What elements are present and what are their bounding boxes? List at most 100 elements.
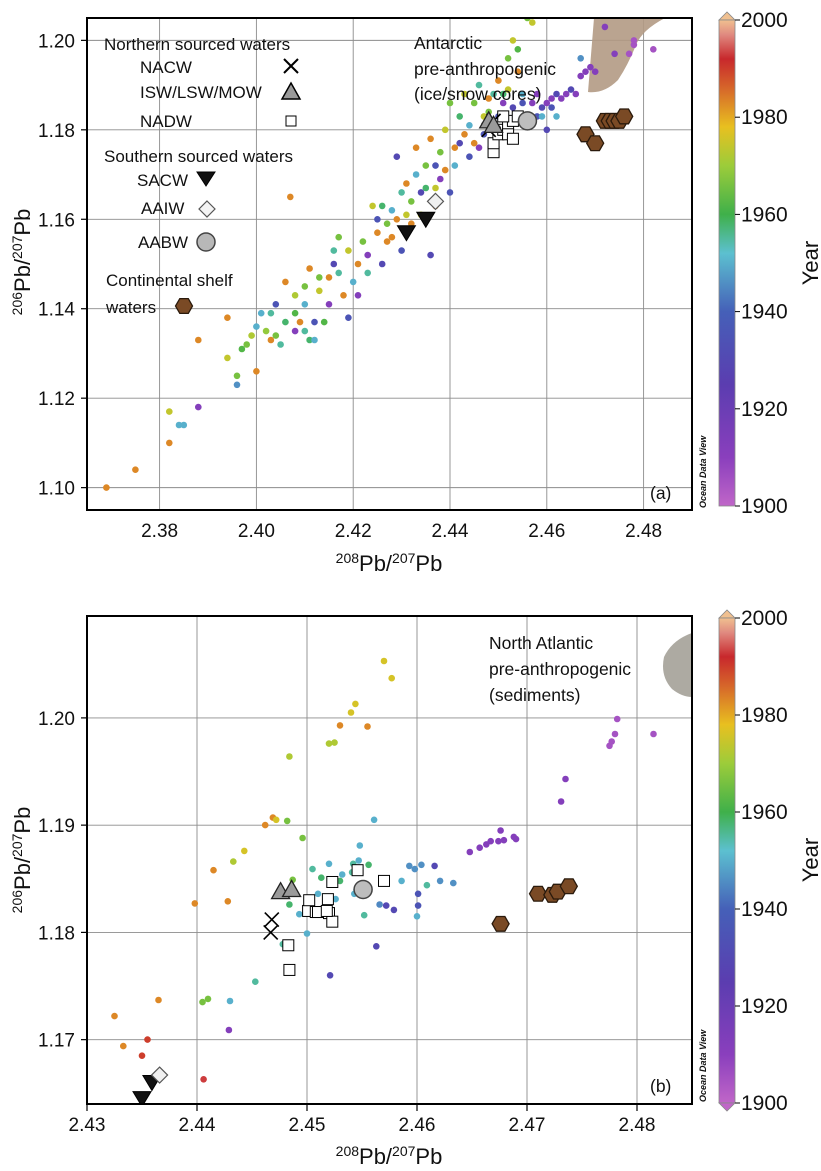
data-point <box>369 202 376 210</box>
data-point <box>364 723 371 730</box>
panel-a-water-mass-markers <box>396 108 634 242</box>
data-point <box>582 68 589 75</box>
y-tick-label: 1.18 <box>38 121 75 142</box>
antarctic-label-line2: pre-anthropogenic <box>414 59 556 79</box>
data-point <box>436 877 444 885</box>
data-point <box>376 901 383 908</box>
x-tick-label: 2.46 <box>528 521 565 542</box>
data-point <box>301 327 309 335</box>
data-point <box>504 55 512 62</box>
data-point <box>562 90 570 98</box>
marker-continental-shelf-waters <box>585 135 605 152</box>
marker-continental-shelf-waters <box>528 885 548 902</box>
legend-southern-title: Southern sourced waters <box>104 147 293 166</box>
marker-nadw <box>283 963 296 976</box>
x-tick-label: 2.38 <box>141 521 178 542</box>
data-point <box>277 341 284 348</box>
data-point <box>364 251 372 259</box>
data-point <box>301 283 309 290</box>
legend-label-nacw: NACW <box>140 58 192 77</box>
data-point <box>388 233 396 241</box>
data-point <box>166 408 173 415</box>
data-point <box>291 292 299 299</box>
panel-b-x-axis-label: 208Pb/207Pb <box>336 1143 443 1169</box>
data-point <box>548 104 555 111</box>
marker-continental-shelf-waters <box>491 915 510 932</box>
data-point <box>427 135 434 143</box>
panel-a: 2.38 2.40 2.42 2.44 2.46 2.48 1.10 1.12 1.14 1.16… <box>9 9 821 576</box>
colorbar-tick-label: 1980 <box>741 106 788 129</box>
data-point <box>370 816 378 824</box>
data-point <box>418 861 425 869</box>
data-point <box>272 816 280 824</box>
data-point <box>450 879 457 887</box>
data-point <box>487 837 495 845</box>
data-point <box>461 131 468 138</box>
data-point <box>495 837 502 845</box>
data-point <box>286 901 293 908</box>
data-point <box>403 211 410 219</box>
panel-b-ticks: 2.43 2.44 2.45 2.46 2.47 2.48 1.17 1.18 1.19 1.20 <box>38 709 655 1136</box>
marker-nadw <box>506 132 519 145</box>
x-tick-label: 2.44 <box>179 1115 216 1136</box>
data-point <box>144 1036 151 1043</box>
data-point <box>470 139 478 147</box>
data-point <box>306 336 313 344</box>
data-point <box>359 238 367 245</box>
legend-label-aabw: AABW <box>138 233 188 252</box>
data-point <box>301 301 309 308</box>
data-point <box>388 207 396 214</box>
panel-a-y-axis-label: 206Pb/207Pb <box>9 209 35 316</box>
panel-b-watermark: Ocean Data View <box>698 1029 708 1102</box>
data-point <box>309 865 316 873</box>
data-point <box>316 287 323 295</box>
data-point <box>330 260 338 268</box>
data-point <box>325 301 333 308</box>
data-point <box>311 318 318 326</box>
marker-nacw <box>263 924 279 940</box>
data-point <box>283 817 291 825</box>
y-tick-label: 1.20 <box>38 709 75 730</box>
data-point <box>466 153 473 160</box>
data-point <box>282 278 289 286</box>
data-point <box>417 189 425 196</box>
marker-isw-lsw-mow <box>281 879 302 898</box>
data-point <box>320 318 328 326</box>
marker-aabw <box>353 879 373 900</box>
colorbar-a-label: Year <box>798 241 821 285</box>
legend-marker-isw-lsw-mow <box>280 81 302 100</box>
data-point <box>374 216 381 223</box>
panel-a-x-axis-label: 208Pb/207Pb <box>336 550 443 576</box>
north-atlantic-label-line1: North Atlantic <box>489 633 593 653</box>
y-tick-label: 1.12 <box>38 389 75 410</box>
x-tick-label: 2.43 <box>69 1115 106 1136</box>
colorbar-tick-label: 2000 <box>741 607 788 630</box>
marker-nadw <box>497 110 510 123</box>
data-point <box>336 722 344 729</box>
data-point <box>451 144 459 151</box>
data-point <box>414 890 422 898</box>
colorbar-b-top-arrow <box>718 609 736 619</box>
data-point <box>611 730 619 738</box>
data-point <box>340 292 347 299</box>
data-point <box>412 144 420 151</box>
data-point <box>499 99 507 107</box>
marker-aaiw <box>426 192 445 211</box>
y-tick-label: 1.10 <box>38 479 75 500</box>
data-point <box>267 309 275 317</box>
data-point <box>495 77 502 84</box>
data-point <box>456 139 464 147</box>
data-point <box>475 81 483 89</box>
data-point <box>296 318 304 326</box>
data-point <box>390 906 398 914</box>
data-point <box>411 865 419 873</box>
marker-nadw <box>282 939 295 952</box>
colorbar-b-bottom-arrow <box>718 1102 736 1112</box>
data-point <box>210 866 217 874</box>
legend-hexagon <box>174 297 194 315</box>
data-point <box>248 332 255 339</box>
x-tick-label: 2.45 <box>289 1115 326 1136</box>
data-point <box>331 739 338 746</box>
data-point <box>446 189 454 196</box>
data-point <box>138 1052 146 1059</box>
